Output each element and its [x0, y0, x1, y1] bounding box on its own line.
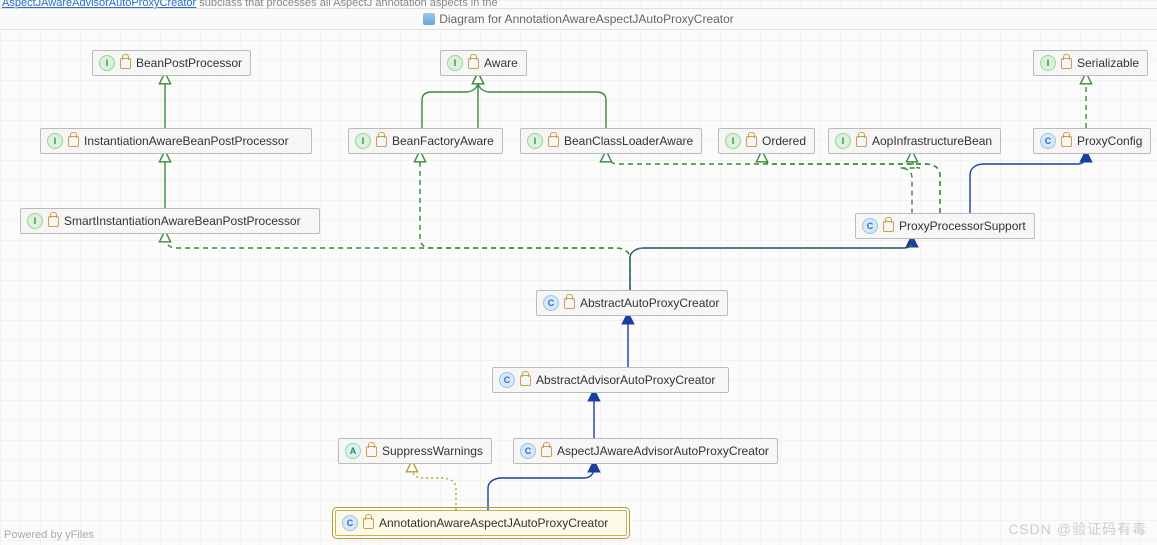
type-badge-icon: I: [1040, 55, 1056, 71]
lock-icon: [520, 375, 531, 386]
edge: [420, 152, 630, 290]
node-InstantiationAwareBeanPostProcessor[interactable]: I InstantiationAwareBeanPostProcessor: [40, 128, 312, 154]
node-label: BeanClassLoaderAware: [564, 134, 693, 148]
lock-icon: [68, 136, 79, 147]
node-label: AspectJAwareAdvisorAutoProxyCreator: [557, 444, 769, 458]
node-label: AbstractAutoProxyCreator: [580, 296, 719, 310]
node-BeanPostProcessor[interactable]: I BeanPostProcessor: [92, 50, 251, 76]
type-badge-icon: I: [447, 55, 463, 71]
breadcrumb-link[interactable]: AspectJAwareAdvisorAutoProxyCreator: [2, 0, 196, 9]
node-label: BeanPostProcessor: [136, 56, 242, 70]
node-label: ProxyProcessorSupport: [899, 219, 1026, 233]
diagram-title: Diagram for AnnotationAwareAspectJAutoPr…: [439, 12, 734, 26]
node-label: Aware: [484, 56, 518, 70]
edge: [412, 462, 456, 510]
type-badge-icon: C: [862, 218, 878, 234]
node-label: ProxyConfig: [1077, 134, 1142, 148]
type-badge-icon: I: [27, 213, 43, 229]
node-AnnotationAwareAspectJAutoProxyCreator[interactable]: C AnnotationAwareAspectJAutoProxyCreator: [335, 510, 627, 536]
node-label: Ordered: [762, 134, 806, 148]
node-AbstractAdvisorAutoProxyCreator[interactable]: C AbstractAdvisorAutoProxyCreator: [492, 367, 729, 393]
lock-icon: [366, 446, 377, 457]
watermark: CSDN @验证码有毒: [1008, 519, 1147, 539]
lock-icon: [468, 58, 479, 69]
lock-icon: [48, 216, 59, 227]
breadcrumb: AspectJAwareAdvisorAutoProxyCreator subc…: [2, 0, 498, 9]
type-badge-icon: I: [355, 133, 371, 149]
edge: [478, 74, 606, 128]
type-badge-icon: C: [520, 443, 536, 459]
type-badge-icon: A: [345, 443, 361, 459]
node-label: AbstractAdvisorAutoProxyCreator: [536, 373, 715, 387]
type-badge-icon: I: [47, 133, 63, 149]
node-Serializable[interactable]: I Serializable: [1033, 50, 1148, 76]
node-AopInfrastructureBean[interactable]: I AopInfrastructureBean: [828, 128, 1001, 154]
type-badge-icon: C: [1040, 133, 1056, 149]
type-badge-icon: I: [527, 133, 543, 149]
node-label: BeanFactoryAware: [392, 134, 494, 148]
node-label: AnnotationAwareAspectJAutoProxyCreator: [379, 516, 608, 530]
node-label: SuppressWarnings: [382, 444, 483, 458]
node-BeanClassLoaderAware[interactable]: I BeanClassLoaderAware: [520, 128, 702, 154]
lock-icon: [856, 136, 867, 147]
type-badge-icon: C: [543, 295, 559, 311]
type-badge-icon: C: [342, 515, 358, 531]
edge: [762, 152, 940, 213]
type-badge-icon: C: [499, 372, 515, 388]
node-SuppressWarnings[interactable]: A SuppressWarnings: [338, 438, 492, 464]
type-badge-icon: I: [835, 133, 851, 149]
powered-by: Powered by yFiles: [4, 529, 94, 541]
lock-icon: [1061, 136, 1072, 147]
lock-icon: [363, 518, 374, 529]
edge: [422, 74, 478, 128]
node-label: SmartInstantiationAwareBeanPostProcessor: [64, 214, 301, 228]
diagram-icon: [423, 13, 435, 25]
edge: [165, 232, 630, 290]
lock-icon: [1061, 58, 1072, 69]
node-ProxyProcessorSupport[interactable]: C ProxyProcessorSupport: [855, 213, 1035, 239]
node-ProxyConfig[interactable]: C ProxyConfig: [1033, 128, 1151, 154]
node-label: InstantiationAwareBeanPostProcessor: [84, 134, 289, 148]
node-label: AopInfrastructureBean: [872, 134, 992, 148]
lock-icon: [564, 298, 575, 309]
lock-icon: [120, 58, 131, 69]
edge: [630, 237, 912, 290]
node-AbstractAutoProxyCreator[interactable]: C AbstractAutoProxyCreator: [536, 290, 728, 316]
edge: [488, 462, 594, 510]
lock-icon: [376, 136, 387, 147]
edge: [970, 152, 1086, 213]
lock-icon: [883, 221, 894, 232]
node-label: Serializable: [1077, 56, 1139, 70]
lock-icon: [746, 136, 757, 147]
diagram-title-bar: Diagram for AnnotationAwareAspectJAutoPr…: [0, 8, 1157, 30]
node-Ordered[interactable]: I Ordered: [718, 128, 815, 154]
diagram-canvas[interactable]: AspectJAwareAdvisorAutoProxyCreator subc…: [0, 0, 1157, 545]
type-badge-icon: I: [725, 133, 741, 149]
node-BeanFactoryAware[interactable]: I BeanFactoryAware: [348, 128, 503, 154]
node-AspectJAwareAdvisorAutoProxyCreator[interactable]: C AspectJAwareAdvisorAutoProxyCreator: [513, 438, 778, 464]
node-Aware[interactable]: I Aware: [440, 50, 527, 76]
type-badge-icon: I: [99, 55, 115, 71]
lock-icon: [541, 446, 552, 457]
lock-icon: [548, 136, 559, 147]
node-SmartInstantiationAwareBeanPostProcessor[interactable]: I SmartInstantiationAwareBeanPostProcesso…: [20, 208, 320, 234]
edge: [606, 152, 940, 213]
